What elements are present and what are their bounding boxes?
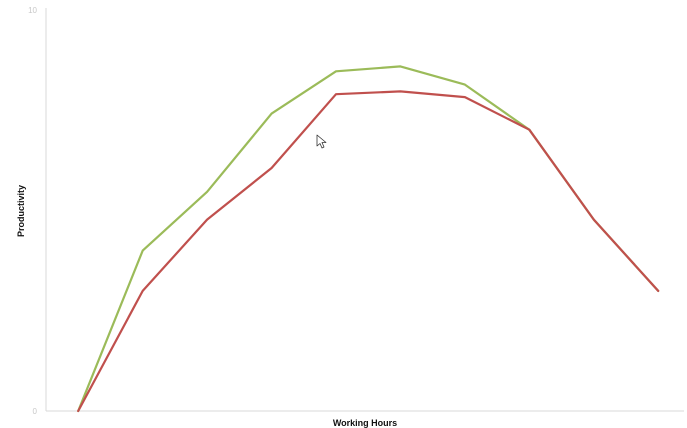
y-tick-label-top: 10 bbox=[28, 6, 37, 15]
x-axis-title: Working Hours bbox=[333, 418, 397, 428]
y-axis-title: Productivity bbox=[16, 185, 26, 237]
mouse-cursor-icon bbox=[316, 134, 327, 149]
series-line-green bbox=[77, 65, 660, 413]
series-layer bbox=[77, 65, 660, 413]
series-line-red bbox=[77, 90, 660, 413]
y-tick-label-bottom: 0 bbox=[33, 407, 38, 416]
